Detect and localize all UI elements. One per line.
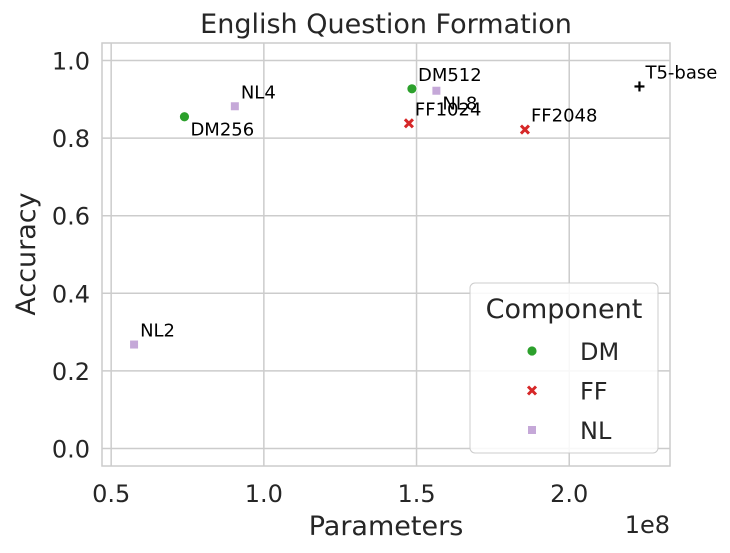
y-axis-label: Accuracy xyxy=(11,192,42,315)
legend-item: NL xyxy=(528,417,612,445)
point-label: FF2048 xyxy=(531,106,598,127)
point-label: NL8 xyxy=(442,94,477,115)
y-tick-label: 0.6 xyxy=(52,203,90,231)
plot-frame xyxy=(101,42,671,467)
data-point-extra xyxy=(634,81,645,92)
point-label: DM256 xyxy=(190,120,254,141)
legend: Component DM FF NL xyxy=(469,282,659,454)
y-tick-label: 1.0 xyxy=(52,47,90,75)
point-label: NL4 xyxy=(241,82,276,103)
point-label: FF1024 xyxy=(415,99,482,120)
legend-label: DM xyxy=(580,338,619,366)
x-axis-offset-label: 1e8 xyxy=(625,511,670,539)
x-tick-label: 1.5 xyxy=(397,480,435,508)
legend-label: FF xyxy=(580,378,608,406)
y-tick-label: 0.2 xyxy=(52,358,90,386)
y-tick-label: 0.8 xyxy=(52,125,90,153)
data-points xyxy=(130,81,645,349)
data-point-ff xyxy=(519,124,531,135)
x-tick-label: 2.0 xyxy=(550,480,588,508)
legend-marker-ff xyxy=(526,385,538,396)
legend-title: Component xyxy=(486,294,643,325)
data-point-dm xyxy=(406,83,418,95)
legend-item: FF xyxy=(526,378,608,406)
legend-marker-dm xyxy=(526,345,538,357)
grid xyxy=(102,43,670,466)
x-tick-label: 0.5 xyxy=(92,480,130,508)
x-tick-label: 1.0 xyxy=(245,480,283,508)
point-label: DM512 xyxy=(418,65,482,86)
data-point-nl xyxy=(130,340,139,349)
legend-item: DM xyxy=(526,338,619,366)
data-point-dm xyxy=(179,111,190,123)
point-label: T5-base xyxy=(644,62,717,83)
legend-box xyxy=(469,282,659,454)
tick-labels: 0.5 1.0 1.5 2.0 0.0 0.2 0.4 0.6 0.8 1.0 xyxy=(52,47,588,508)
y-tick-label: 0.4 xyxy=(52,280,90,308)
chart-title: English Question Formation xyxy=(200,9,572,40)
data-point-ff xyxy=(403,118,414,129)
point-label: NL2 xyxy=(140,321,175,342)
y-tick-label: 0.0 xyxy=(52,436,90,464)
data-point-nl xyxy=(230,102,239,111)
x-axis-label: Parameters xyxy=(309,511,464,542)
legend-label: NL xyxy=(580,417,612,445)
legend-marker-nl xyxy=(528,426,536,434)
point-labels: DM256 DM512 FF1024 FF2048 NL2 NL4 NL8 T5-base xyxy=(140,62,717,341)
data-point-nl xyxy=(432,86,441,95)
